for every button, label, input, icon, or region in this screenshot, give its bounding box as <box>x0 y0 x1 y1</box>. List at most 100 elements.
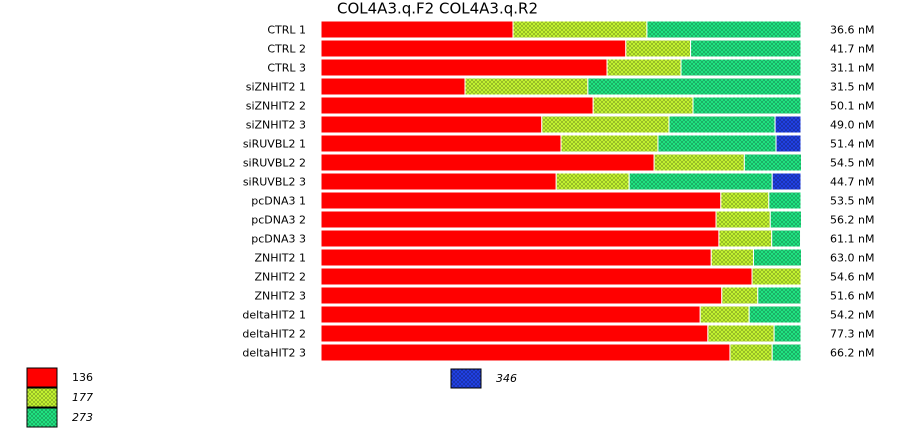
bar-segment <box>320 134 562 153</box>
row-label: deltaHIT2 2 <box>242 328 306 341</box>
bar-segment <box>320 115 543 134</box>
bar-segment <box>606 58 682 77</box>
bar-segment <box>555 172 630 191</box>
row-label: ZNHIT2 1 <box>255 252 307 265</box>
bar-segment <box>771 172 802 191</box>
row-total: 56.2 nM <box>830 214 874 227</box>
bar-segment <box>464 77 589 96</box>
bar-segment <box>729 343 773 362</box>
bar-segment <box>707 324 775 343</box>
legend-label: 177 <box>72 391 93 404</box>
bar-segment <box>721 286 759 305</box>
bar-segment <box>320 267 753 286</box>
row-total: 41.7 nM <box>830 43 874 56</box>
row-label: CTRL 3 <box>267 62 306 75</box>
bar-segment <box>768 191 802 210</box>
row-label: CTRL 1 <box>267 24 306 37</box>
bar-segment <box>751 267 802 286</box>
bar-segment <box>320 20 514 39</box>
row-label: siRUVBL2 2 <box>243 157 306 170</box>
row-total: 54.6 nM <box>830 271 874 284</box>
legend-swatch <box>26 387 58 408</box>
row-total: 63.0 nM <box>830 252 874 265</box>
bar-segment <box>773 324 802 343</box>
bar-segment <box>587 77 802 96</box>
row-total: 51.6 nM <box>830 290 874 303</box>
bar-segment <box>320 210 717 229</box>
bar-segment <box>710 248 754 267</box>
row-total: 77.3 nM <box>830 328 874 341</box>
legend-swatch <box>26 367 58 388</box>
bar-segment <box>690 39 802 58</box>
row-total: 51.4 nM <box>830 138 874 151</box>
bar-segment <box>771 229 802 248</box>
row-total: 66.2 nM <box>830 347 874 360</box>
row-total: 61.1 nM <box>830 233 874 246</box>
row-label: siRUVBL2 1 <box>243 138 306 151</box>
row-label: ZNHIT2 3 <box>255 290 307 303</box>
row-label: siRUVBL2 3 <box>243 176 306 189</box>
bar-segment <box>657 134 777 153</box>
bar-segment <box>699 305 750 324</box>
bar-segment <box>512 20 648 39</box>
row-total: 44.7 nM <box>830 176 874 189</box>
row-label: deltaHIT2 3 <box>242 347 306 360</box>
bar-segment <box>718 229 773 248</box>
bar-segment <box>752 248 802 267</box>
row-label: ZNHIT2 2 <box>255 271 307 284</box>
bar-segment <box>715 210 771 229</box>
bar-segment <box>771 343 802 362</box>
legend-swatch <box>450 368 482 389</box>
row-label: pcDNA3 1 <box>251 195 306 208</box>
bar-segment <box>748 305 802 324</box>
row-label: pcDNA3 2 <box>251 214 306 227</box>
bar-segment <box>320 305 701 324</box>
bar-segment <box>320 96 594 115</box>
bar-segment <box>625 39 692 58</box>
row-total: 53.5 nM <box>830 195 874 208</box>
legend-label: 136 <box>72 371 93 384</box>
bar-segment <box>628 172 773 191</box>
bar-segment <box>646 20 802 39</box>
bar-segment <box>320 58 608 77</box>
bar-segment <box>320 343 731 362</box>
bar-segment <box>680 58 802 77</box>
bar-segment <box>560 134 659 153</box>
row-total: 49.0 nM <box>830 119 874 132</box>
bar-segment <box>757 286 802 305</box>
bar-segment <box>592 96 694 115</box>
legend-label: 273 <box>72 411 93 424</box>
row-label: CTRL 2 <box>267 43 306 56</box>
bar-segment <box>775 134 802 153</box>
bar-segment <box>743 153 802 172</box>
bar-segment <box>320 324 709 343</box>
bar-segment <box>774 115 802 134</box>
bar-segment <box>320 286 723 305</box>
bar-segment <box>320 39 627 58</box>
row-total: 50.1 nM <box>830 100 874 113</box>
row-total: 54.2 nM <box>830 309 874 322</box>
row-total: 54.5 nM <box>830 157 874 170</box>
bar-segment <box>320 172 557 191</box>
row-label: siZNHIT2 2 <box>246 100 306 113</box>
row-label: siZNHIT2 1 <box>246 81 306 94</box>
bar-segment <box>320 248 712 267</box>
bar-segment <box>720 191 770 210</box>
chart-title: COL4A3.q.F2 COL4A3.q.R2 <box>337 0 538 18</box>
row-total: 31.5 nM <box>830 81 874 94</box>
bar-segment <box>541 115 670 134</box>
bar-segment <box>668 115 776 134</box>
bar-segment <box>320 229 720 248</box>
legend-label: 346 <box>496 372 517 385</box>
bar-segment <box>692 96 802 115</box>
bar-segment <box>769 210 802 229</box>
bar-segment <box>653 153 745 172</box>
bar-segment <box>320 191 722 210</box>
bar-segment <box>320 153 655 172</box>
row-total: 31.1 nM <box>830 62 874 75</box>
legend-swatch <box>26 407 58 428</box>
bar-segment <box>320 77 466 96</box>
row-total: 36.6 nM <box>830 24 874 37</box>
row-label: siZNHIT2 3 <box>246 119 306 132</box>
